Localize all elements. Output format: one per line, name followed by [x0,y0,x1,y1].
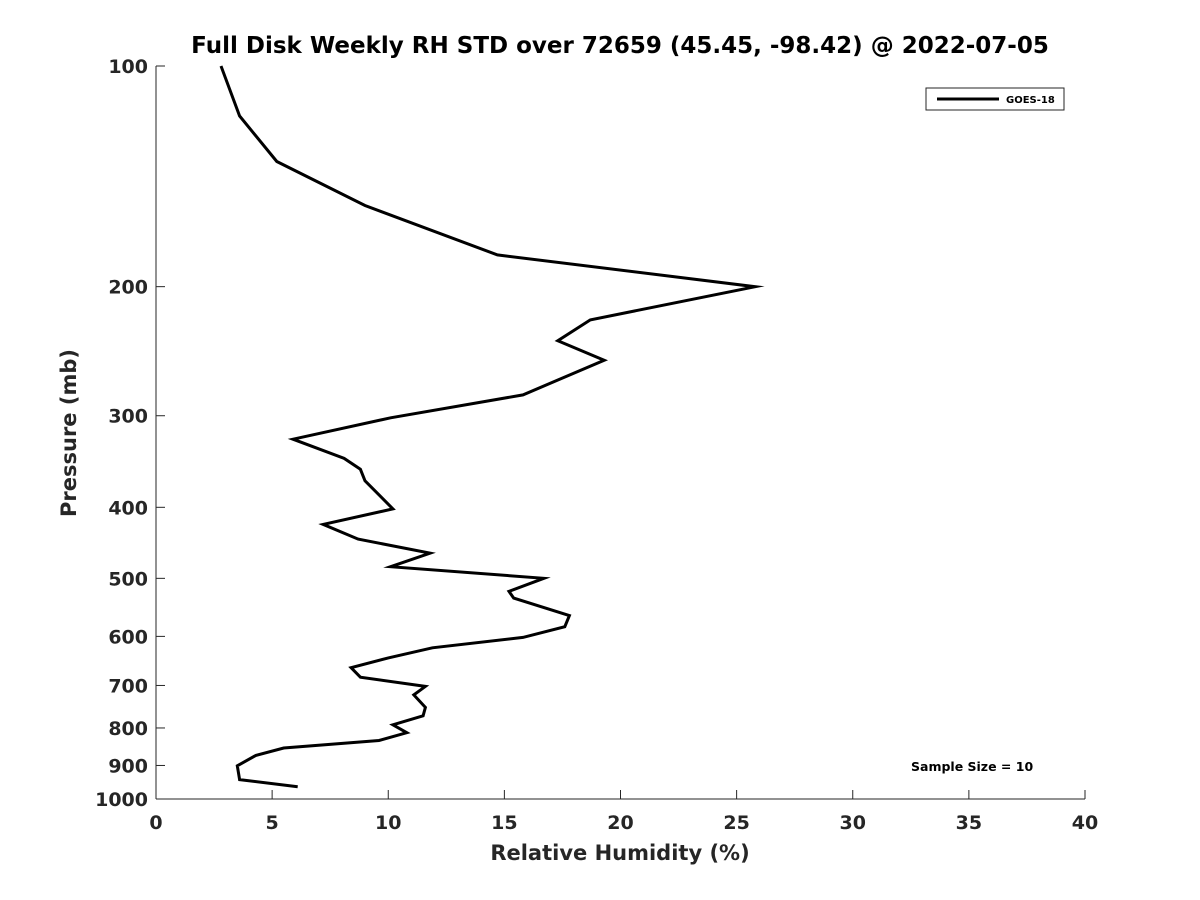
x-tick-label: 15 [491,812,517,834]
y-tick-label: 1000 [95,789,148,811]
legend-label-goes-18: GOES-18 [1006,95,1055,106]
x-tick-label: 30 [840,812,866,834]
chart-title: Full Disk Weekly RH STD over 72659 (45.4… [191,33,1049,59]
x-tick-label: 40 [1072,812,1098,834]
x-tick-label: 5 [266,812,279,834]
y-tick-label: 500 [108,568,148,590]
y-tick-label: 900 [108,755,148,777]
x-axis-label: Relative Humidity (%) [490,841,749,865]
y-tick-label: 700 [108,675,148,697]
y-tick-label: 300 [108,406,148,428]
sample-size-annotation: Sample Size = 10 [911,759,1033,774]
y-axis-label: Pressure (mb) [57,349,81,517]
y-tick-label: 100 [108,56,148,78]
y-tick-label: 200 [108,277,148,299]
x-tick-label: 35 [956,812,982,834]
x-tick-label: 25 [723,812,749,834]
series-line-goes-18 [219,65,765,789]
legend: GOES-18 [925,87,1065,111]
axes: 0 5 10 15 20 25 30 35 40 100 200 300 400 500 600 700 800… [95,56,1098,834]
y-tick-label: 600 [108,626,148,648]
x-tick-label: 10 [375,812,401,834]
x-tick-label: 0 [149,812,162,834]
y-tick-label: 800 [108,718,148,740]
plot-area [219,65,765,789]
y-tick-label: 400 [108,497,148,519]
x-tick-label: 20 [607,812,633,834]
